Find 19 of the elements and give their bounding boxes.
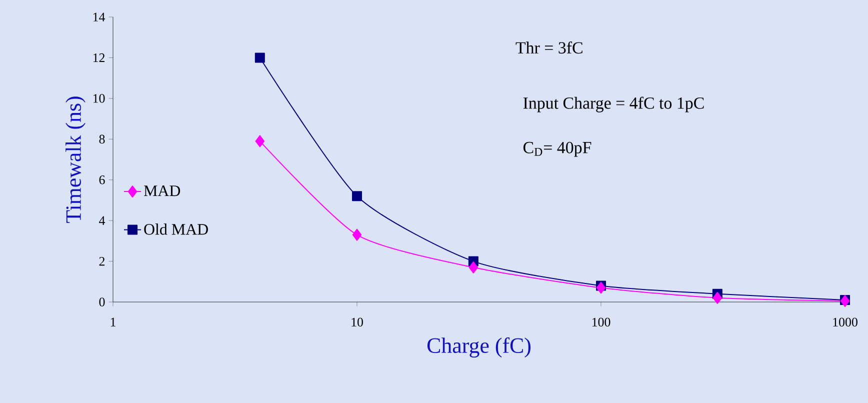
legend-label: MAD [144,186,180,196]
y-tick-label: 10 [93,94,105,103]
annotation: C$_{D}$= 40pF [523,142,592,157]
y-tick-label: 8 [99,134,105,144]
y-tick-label: 2 [99,256,105,266]
y-tick-label: 4 [99,216,106,225]
y-tick-label: 12 [93,53,105,62]
x-tick-label: 10 [352,318,363,327]
x-tick-label: 1 [110,318,116,326]
annotation: Thr = 3fC [516,41,582,54]
x-axis-title: Charge (fC) [427,337,530,358]
legend-label: Old MAD [144,224,208,235]
x-tick-label: 100 [592,318,610,327]
y-axis-title: Timewalk (ns) [66,96,86,223]
y-tick-label: 14 [93,12,106,22]
annotation: Input Charge = 4fC to 1pC [523,96,704,112]
y-tick-label: 0 [99,298,105,306]
x-tick-label: 1000 [833,318,858,327]
y-tick-label: 6 [99,176,105,184]
